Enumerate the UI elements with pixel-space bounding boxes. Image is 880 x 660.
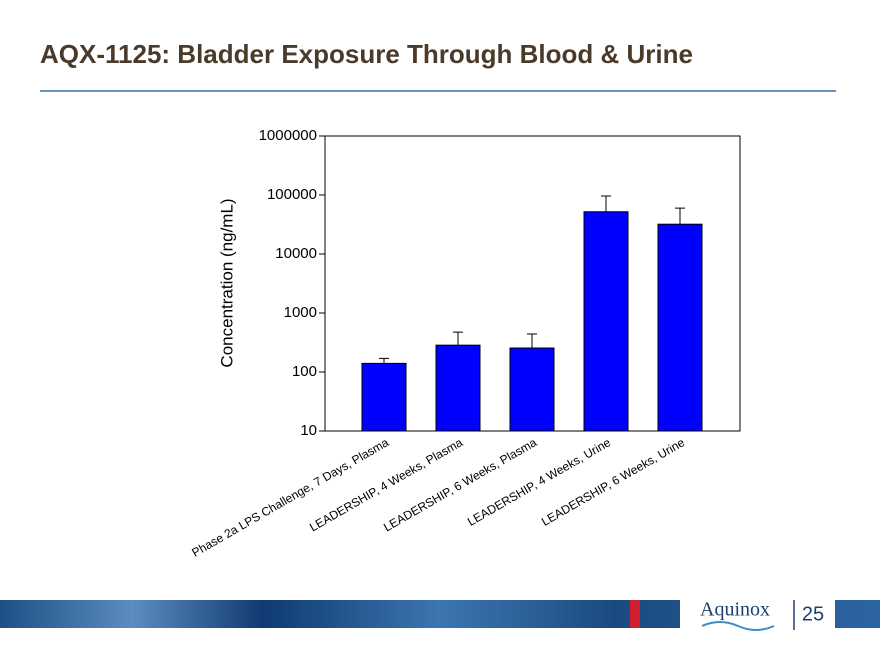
y-tick-label: 10000	[275, 245, 317, 262]
bar	[435, 344, 481, 432]
slide-title: AQX-1125: Bladder Exposure Through Blood…	[40, 39, 693, 69]
y-axis-label: Concentration (ng/mL)	[217, 198, 236, 367]
error-bar	[601, 195, 611, 212]
logo-wave	[701, 621, 775, 631]
bar	[509, 347, 555, 432]
page-number: 25	[802, 603, 824, 625]
logo: Aquinox	[700, 599, 770, 621]
y-tick-label: 10	[300, 422, 317, 439]
bar	[361, 362, 407, 432]
y-tick-label: 1000	[284, 304, 317, 321]
error-bar	[379, 357, 389, 364]
logo-box	[680, 596, 835, 632]
error-bar	[675, 207, 685, 225]
y-tick-label: 100000	[267, 186, 317, 203]
bar	[657, 223, 703, 432]
error-bar	[527, 333, 537, 349]
y-tick-label: 100	[292, 363, 317, 380]
x-tick-label: LEADERSHIP, 4 Weeks, Urine	[465, 435, 613, 529]
error-bar	[453, 331, 463, 346]
bar	[583, 211, 629, 432]
x-tick-label: LEADERSHIP, 6 Weeks, Urine	[539, 435, 687, 529]
y-tick-label: 1000000	[259, 127, 317, 144]
footer-accent	[630, 600, 640, 628]
